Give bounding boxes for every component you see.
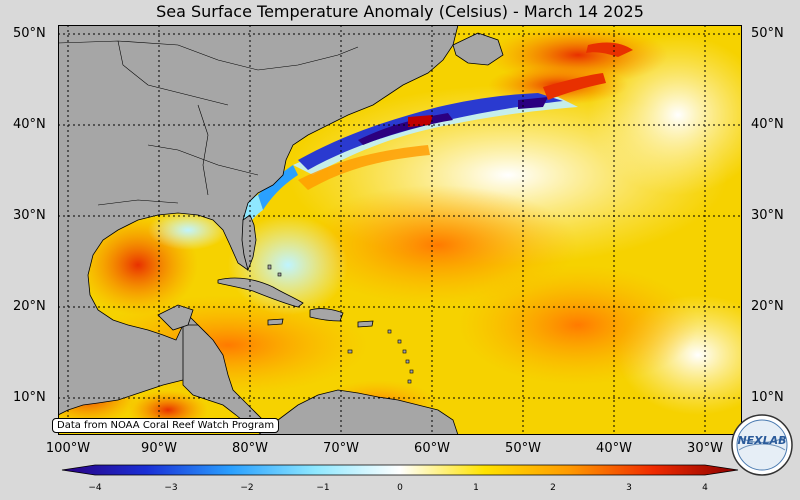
logo-text: NEXLAB: [737, 434, 786, 447]
colorbar-tick: −3: [164, 483, 178, 493]
lat-label-left-50: 50°N: [13, 26, 46, 41]
colorbar-tick: −4: [88, 483, 102, 493]
jamaica-land: [267, 318, 284, 326]
puerto-rico-land: [357, 320, 374, 328]
lon-label-100w: 100°W: [45, 441, 91, 456]
sst-anomaly-map: [58, 25, 742, 435]
lat-label-right-10: 10°N: [751, 390, 784, 405]
gulf-stream-anomaly: [238, 42, 633, 235]
newfoundland-land: [452, 32, 504, 66]
lon-label-30w: 30°W: [687, 441, 723, 456]
lon-label-90w: 90°W: [141, 441, 177, 456]
colorbar-tick: −2: [240, 483, 254, 493]
graticule: [58, 25, 742, 435]
lon-label-50w: 50°W: [505, 441, 541, 456]
lat-label-right-40: 40°N: [751, 117, 784, 132]
lat-label-left-20: 20°N: [13, 299, 46, 314]
hispaniola-land: [309, 308, 344, 322]
colorbar-tick: 1: [473, 483, 479, 493]
south-america-land: [257, 389, 459, 435]
colorbar-tick: 3: [626, 483, 632, 493]
lat-label-left-30: 30°N: [13, 208, 46, 223]
lon-label-70w: 70°W: [323, 441, 359, 456]
map-canvas: [58, 25, 742, 435]
land-masses: [58, 25, 504, 435]
lon-label-80w: 80°W: [232, 441, 268, 456]
lon-label-40w: 40°W: [596, 441, 632, 456]
lesser-antilles: [267, 264, 414, 384]
map-frame: [58, 25, 742, 435]
lat-label-right-30: 30°N: [751, 208, 784, 223]
colorbar-tick: 2: [550, 483, 556, 493]
colorbar-tick: 0: [397, 483, 403, 493]
florida-land: [241, 214, 257, 272]
lat-label-left-10: 10°N: [13, 390, 46, 405]
colorbar-tick: 4: [702, 483, 708, 493]
data-credit: Data from NOAA Coral Reef Watch Program: [52, 418, 280, 433]
lon-label-60w: 60°W: [414, 441, 450, 456]
nexlab-logo-icon: NEXLAB: [731, 414, 793, 476]
lat-label-right-20: 20°N: [751, 299, 784, 314]
map-title: Sea Surface Temperature Anomaly (Celsius…: [156, 2, 644, 21]
colorbar-tick: −1: [316, 483, 330, 493]
lat-label-left-40: 40°N: [13, 117, 46, 132]
political-borders: [58, 40, 359, 206]
colorbar-gradient: [61, 464, 739, 476]
lat-label-right-50: 50°N: [751, 26, 784, 41]
colorbar: [61, 464, 739, 476]
